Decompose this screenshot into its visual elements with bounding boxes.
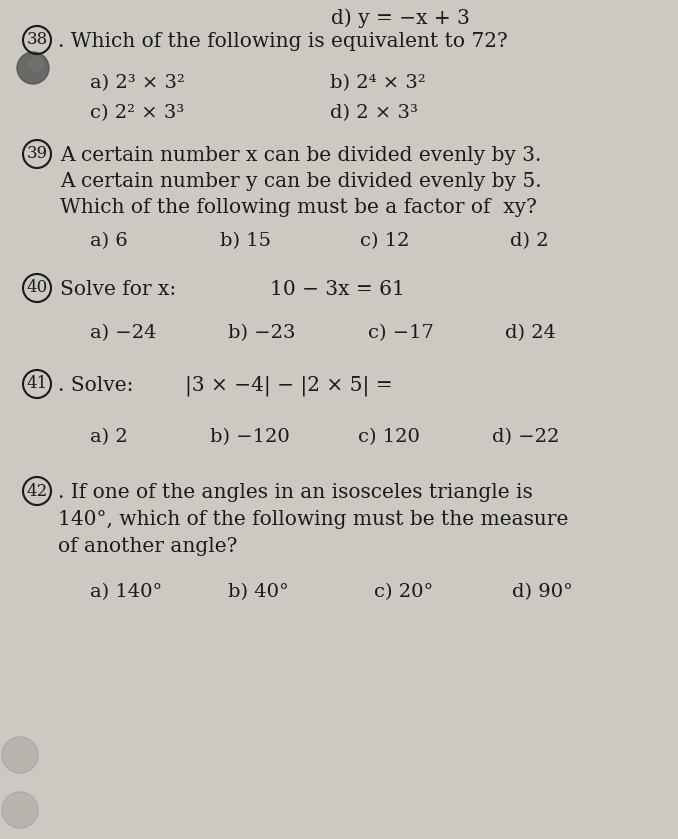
Circle shape xyxy=(29,57,43,71)
Text: 39: 39 xyxy=(26,145,47,163)
Text: 41: 41 xyxy=(26,376,47,393)
Text: of another angle?: of another angle? xyxy=(58,537,237,556)
Text: 38: 38 xyxy=(26,32,47,49)
Text: 42: 42 xyxy=(26,482,47,499)
Text: c) 120: c) 120 xyxy=(358,428,420,446)
Text: 10 − 3x = 61: 10 − 3x = 61 xyxy=(270,280,405,299)
Text: a) −24: a) −24 xyxy=(90,324,157,342)
Text: c) 12: c) 12 xyxy=(360,232,410,250)
Text: b) −120: b) −120 xyxy=(210,428,290,446)
Text: Solve for x:: Solve for x: xyxy=(60,280,176,299)
Text: c) 2² × 3³: c) 2² × 3³ xyxy=(90,104,184,122)
Text: d) 90°: d) 90° xyxy=(512,583,573,601)
Circle shape xyxy=(2,737,38,773)
Text: c) 20°: c) 20° xyxy=(374,583,433,601)
Text: d) 2 × 3³: d) 2 × 3³ xyxy=(330,104,418,122)
Text: d) y = −x + 3: d) y = −x + 3 xyxy=(331,8,469,28)
Text: a) 2: a) 2 xyxy=(90,428,127,446)
Text: d) 24: d) 24 xyxy=(505,324,556,342)
Text: a) 2³ × 3²: a) 2³ × 3² xyxy=(90,74,185,92)
Circle shape xyxy=(2,792,38,828)
Text: b) 40°: b) 40° xyxy=(228,583,289,601)
Text: a) 6: a) 6 xyxy=(90,232,127,250)
Text: . Solve:: . Solve: xyxy=(58,376,134,395)
Text: b) −23: b) −23 xyxy=(228,324,296,342)
Text: Which of the following must be a factor of  xy?: Which of the following must be a factor … xyxy=(60,198,537,217)
Circle shape xyxy=(17,52,49,84)
Text: b) 15: b) 15 xyxy=(220,232,271,250)
Text: d) 2: d) 2 xyxy=(510,232,549,250)
Text: c) −17: c) −17 xyxy=(368,324,434,342)
Text: A certain number y can be divided evenly by 5.: A certain number y can be divided evenly… xyxy=(60,172,542,191)
Text: b) 2⁴ × 3²: b) 2⁴ × 3² xyxy=(330,74,426,92)
Text: a) 140°: a) 140° xyxy=(90,583,162,601)
Text: 40: 40 xyxy=(26,279,47,296)
Text: d) −22: d) −22 xyxy=(492,428,559,446)
Text: 140°, which of the following must be the measure: 140°, which of the following must be the… xyxy=(58,510,568,529)
Text: . Which of the following is equivalent to 72?: . Which of the following is equivalent t… xyxy=(58,32,508,51)
Text: |3 × −4| − |2 × 5| =: |3 × −4| − |2 × 5| = xyxy=(185,376,393,397)
Text: A certain number x can be divided evenly by 3.: A certain number x can be divided evenly… xyxy=(60,146,541,165)
Text: . If one of the angles in an isosceles triangle is: . If one of the angles in an isosceles t… xyxy=(58,483,533,502)
